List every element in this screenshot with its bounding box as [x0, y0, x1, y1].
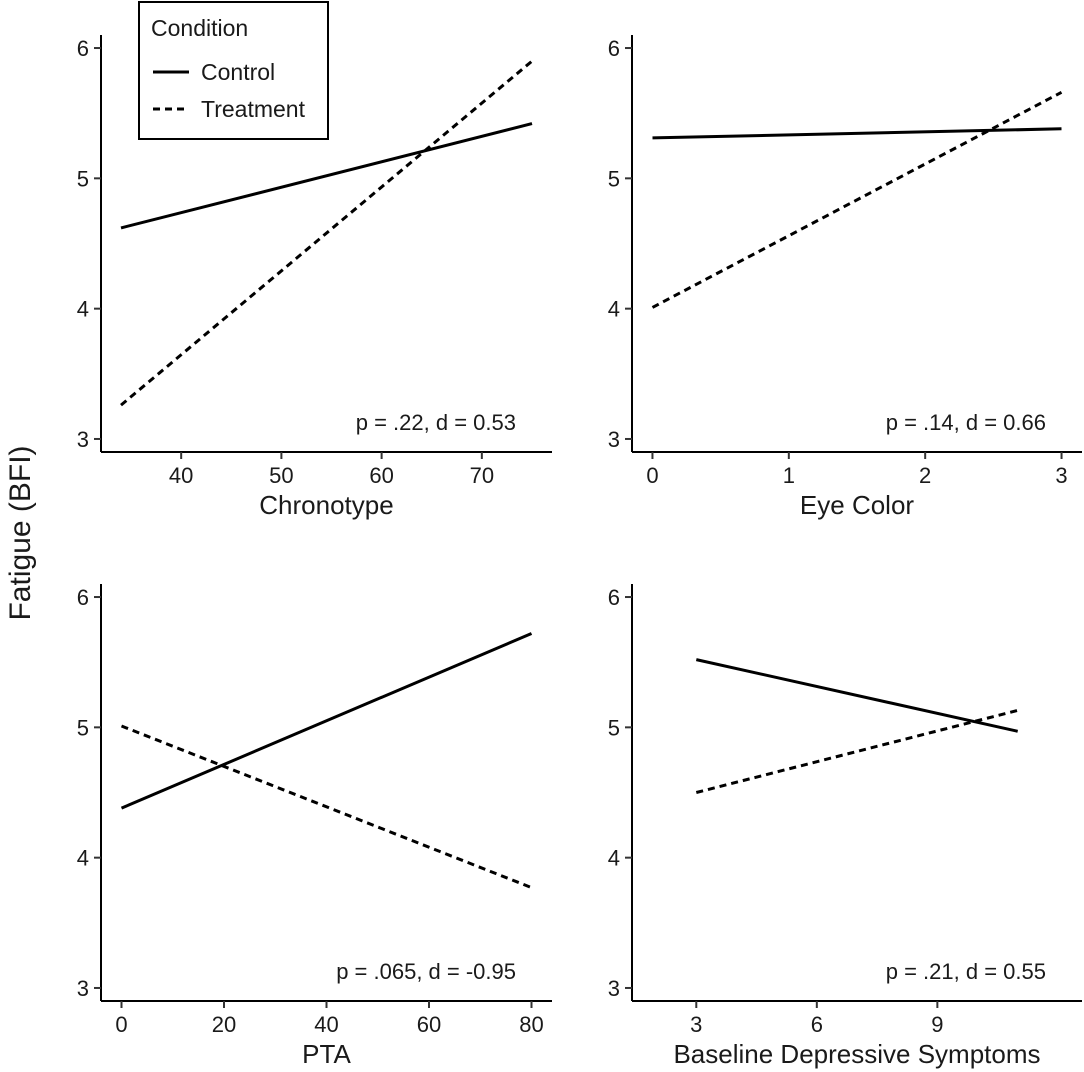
stat-annotation: p = .065, d = -0.95 — [336, 959, 516, 984]
series-line-control — [695, 658, 1019, 733]
series-line-control — [120, 632, 533, 810]
x-tick-label: 40 — [169, 463, 193, 488]
y-tick-label: 4 — [77, 846, 89, 871]
x-tick-label: 1 — [783, 463, 795, 488]
x-tick-label: 3 — [690, 1012, 702, 1037]
y-tick-label: 5 — [77, 715, 89, 740]
x-axis-title: Chronotype — [259, 490, 393, 520]
x-tick-label: 50 — [269, 463, 293, 488]
x-axis-title: Eye Color — [800, 490, 914, 520]
y-tick-label: 3 — [608, 976, 620, 1001]
y-tick-label: 5 — [77, 166, 89, 191]
x-tick-label: 70 — [470, 463, 494, 488]
y-tick-label: 6 — [77, 585, 89, 610]
series-line-control — [120, 122, 533, 230]
x-tick-label: 20 — [212, 1012, 236, 1037]
legend: Condition Control Treatment — [138, 1, 329, 140]
y-tick-label: 4 — [608, 846, 620, 871]
y-tick-label: 6 — [608, 36, 620, 61]
y-tick-label: 4 — [608, 297, 620, 322]
y-tick-label: 3 — [77, 427, 89, 452]
panel-1: 3 4 5 6 40 50 60 70 Chronotype p = .22, d = 0.53 — [77, 35, 552, 520]
y-tick-label: 6 — [608, 585, 620, 610]
x-tick-label: 40 — [314, 1012, 338, 1037]
y-axis-title: Fatigue (BFI) — [4, 445, 37, 620]
legend-label: Treatment — [201, 96, 306, 122]
y-tick-label: 6 — [77, 36, 89, 61]
x-tick-label: 60 — [417, 1012, 441, 1037]
x-tick-label: 2 — [919, 463, 931, 488]
y-tick-label: 3 — [77, 976, 89, 1001]
x-tick-label: 0 — [115, 1012, 127, 1037]
legend-title: Condition — [151, 15, 248, 41]
x-axis-title: Baseline Depressive Symptoms — [673, 1039, 1040, 1069]
x-axis-title: PTA — [302, 1039, 351, 1069]
x-tick-label: 80 — [519, 1012, 543, 1037]
y-tick-label: 4 — [77, 297, 89, 322]
panel-2: 3 4 5 6 0 1 2 3 Eye Color p = .14, d = 0.66 — [608, 35, 1082, 520]
x-tick-label: 60 — [369, 463, 393, 488]
y-tick-label: 3 — [608, 427, 620, 452]
x-tick-label: 9 — [931, 1012, 943, 1037]
legend-label: Control — [201, 59, 275, 85]
series-line-control — [652, 127, 1062, 140]
series-line-treatment — [120, 724, 533, 889]
y-tick-label: 5 — [608, 715, 620, 740]
x-tick-label: 3 — [1055, 463, 1067, 488]
stat-annotation: p = .21, d = 0.55 — [886, 959, 1046, 984]
series-line-treatment — [695, 708, 1019, 794]
stat-annotation: p = .22, d = 0.53 — [356, 410, 516, 435]
series-line-treatment — [120, 59, 533, 407]
y-tick-label: 5 — [608, 166, 620, 191]
x-tick-label: 6 — [811, 1012, 823, 1037]
series-line-treatment — [651, 90, 1063, 309]
stat-annotation: p = .14, d = 0.66 — [886, 410, 1046, 435]
x-tick-label: 0 — [646, 463, 658, 488]
